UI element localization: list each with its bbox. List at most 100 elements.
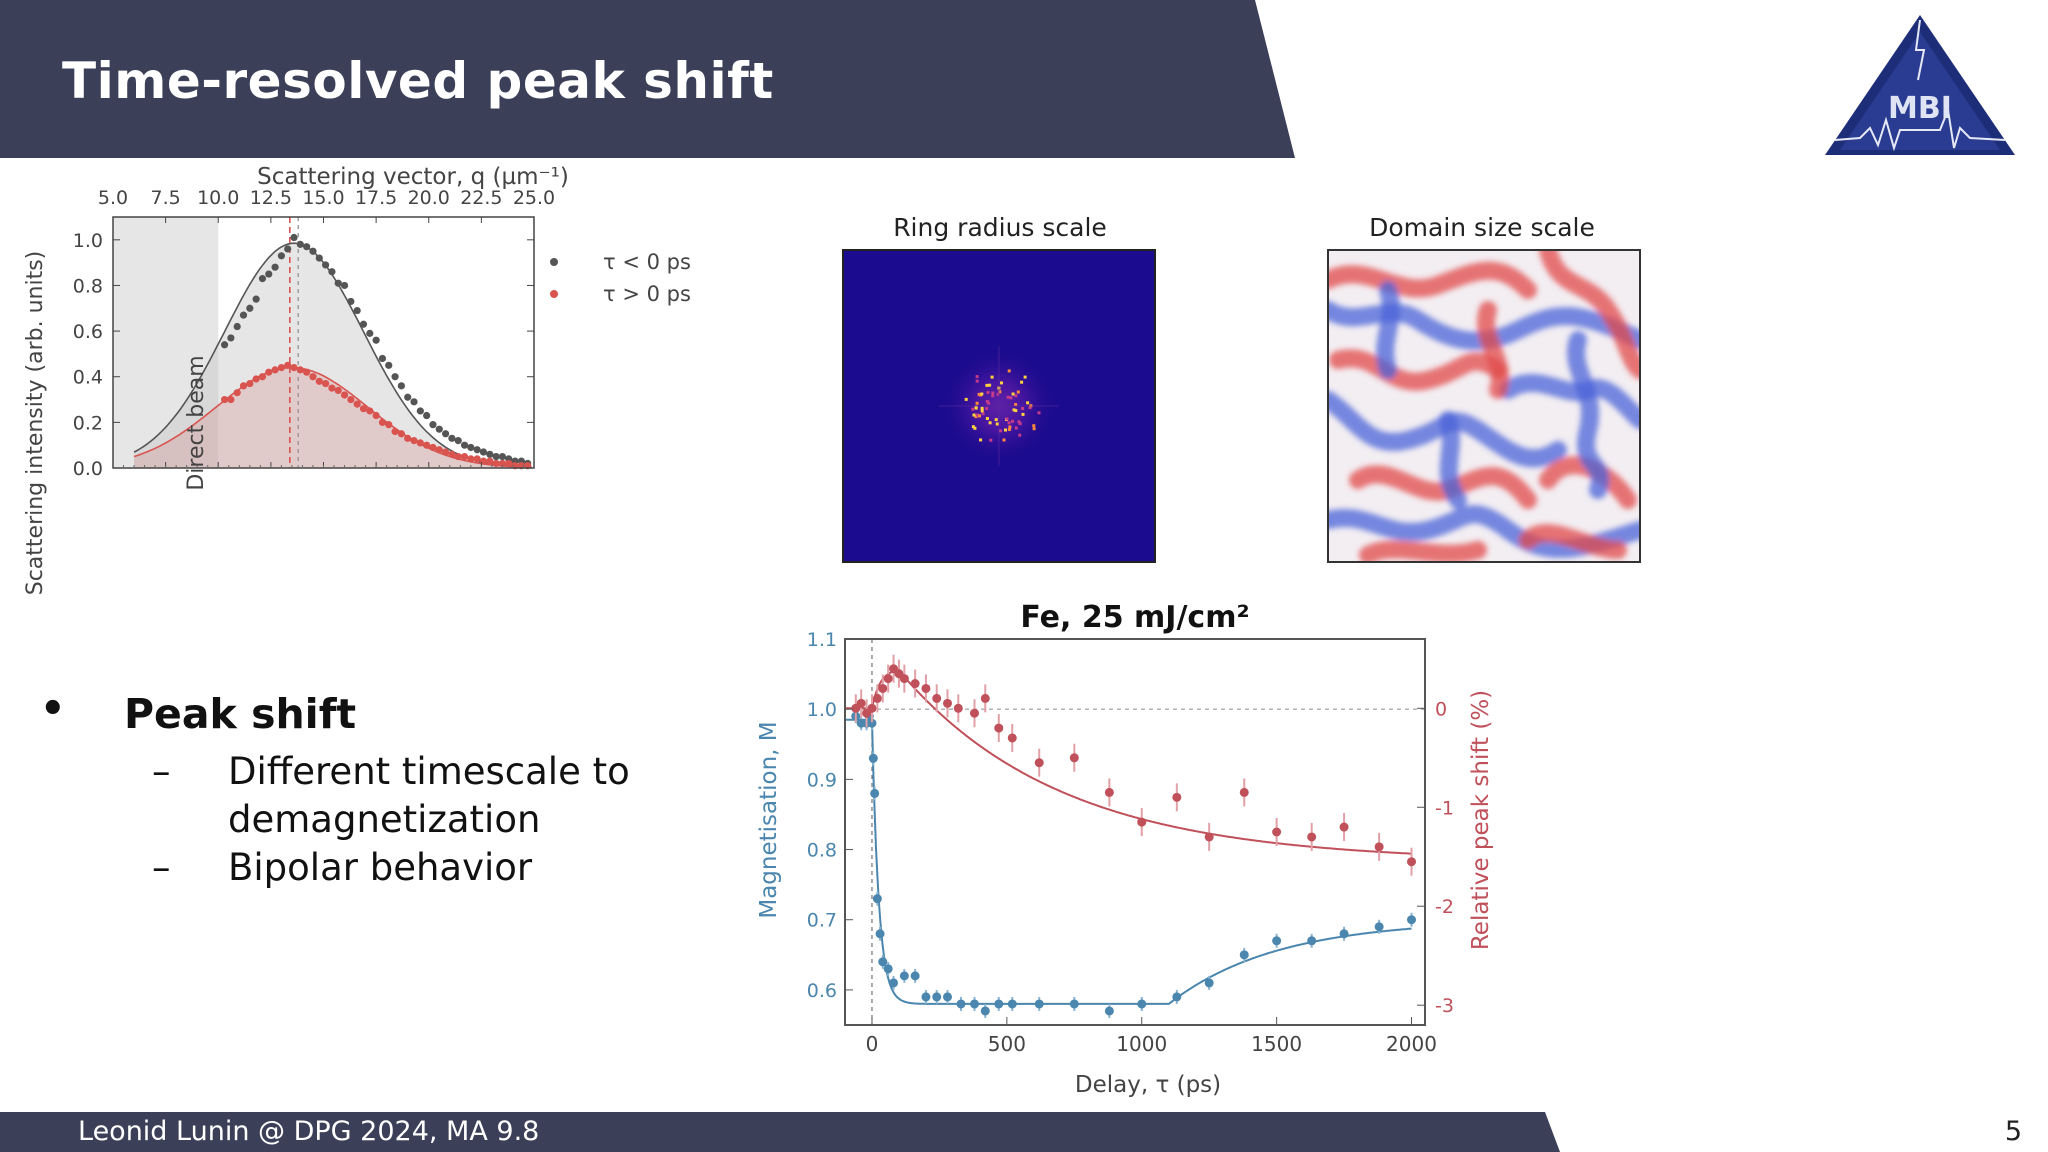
data-point-after [334,386,342,395]
magnetisation-point [867,718,877,728]
left-y-axis-label: Magnetisation, M [756,721,782,918]
data-point-before [473,446,481,454]
speckle [1020,380,1024,384]
data-point-before [423,411,431,420]
magnetisation-point [910,971,920,981]
peak-shift-point [1137,817,1147,827]
red-fit-area [134,367,532,468]
peak-shift-point [1069,753,1079,763]
data-point-before [303,243,311,251]
speckle [990,375,994,379]
data-point-before [460,441,469,449]
peak-shift-point [969,708,979,718]
domain-stripe [1439,411,1467,509]
data-point-before [315,254,323,262]
speckle [1006,395,1010,399]
speckle [1008,425,1012,429]
data-point-after [277,364,285,372]
data-point-after [492,459,500,468]
data-point-before [322,261,330,269]
footer-bar [0,1112,1570,1152]
speckle [1018,433,1022,437]
magnetisation-point [1172,992,1182,1002]
data-point-after [448,450,456,458]
x-tick-label: 20.0 [408,187,450,209]
domain-size-title: Domain size scale [1369,213,1595,242]
y-tick-label: 0.8 [807,840,837,862]
y-tick-label: 0.4 [73,367,103,389]
red-fit-curve [133,366,532,469]
data-point-before [359,320,368,328]
sub-bullet-1-text: Different timescale to [228,750,630,793]
magnetisation-point [943,992,953,1002]
data-point-before [284,245,292,253]
peak-shift-point [867,703,877,713]
domain-stripe [1519,524,1627,559]
data-point-before [296,240,304,248]
magnetisation-point [921,992,931,1002]
speckle [988,421,992,425]
peak-shift-point [1339,822,1349,832]
peak-shift-point [1034,758,1044,768]
peak-shift-point [921,683,931,693]
data-point-after [435,446,443,454]
domain-stripe [1329,349,1507,391]
y-axis-label: Scattering intensity (arb. units) [23,251,48,596]
speckle [1014,394,1018,398]
title-bar-shape [0,0,1295,158]
peak-shift-point [872,693,882,703]
y-tick-label: 0.2 [73,412,103,434]
data-point-before [435,425,443,433]
speckle [1023,375,1027,379]
speckle [988,383,992,387]
peak-shift-point [1307,832,1317,842]
data-point-after [473,455,481,463]
magnetisation-point [870,788,880,798]
speckle [981,412,985,416]
speckle [964,397,968,401]
data-point-before [454,437,462,445]
speckle [1014,409,1018,413]
data-point-after [233,389,241,397]
y-tick-label: 0.6 [73,321,103,343]
legend: τ < 0 ps τ > 0 ps [550,250,691,306]
speckle [1011,392,1015,396]
x-tick-label: 7.5 [151,187,181,209]
magnetisation-point [1034,999,1044,1009]
data-point-before [220,341,229,349]
data-point-before [353,306,361,315]
peak-shift-fit [845,669,1412,855]
speckle [975,413,979,417]
data-point-before [366,329,374,337]
peak-shift-point [856,698,866,708]
data-point-after [397,430,405,438]
speckle [985,383,989,387]
data-point-before [252,295,260,303]
data-point-after [467,455,475,463]
speckle [1014,426,1018,430]
y-tick-label: 0.9 [807,769,837,791]
x-tick-label: 17.5 [355,187,397,209]
data-point-after [296,366,304,374]
sub-bullet-2-text: Bipolar behavior [228,846,533,889]
x-tick-label: 1000 [1116,1032,1167,1056]
domain-size-panel: Domain size scale [1325,210,1655,570]
domain-stripe [1567,331,1609,499]
data-point-before [479,448,488,456]
peak-shift-point [1374,842,1384,852]
scattering-chart: 5.0 7.5 10.0 12.5 15.0 17.5 20.0 22.5 25.0 0.0 0.2… [10,155,730,625]
domain-stripe [1328,301,1640,350]
speckle [1000,381,1003,385]
data-point-after [246,379,254,388]
y-tick-label: 0.8 [73,275,103,297]
speckle [986,391,990,394]
footer-text: Leonid Lunin @ DPG 2024, MA 9.8 [78,1116,540,1147]
domain-stripe [1539,250,1640,379]
scattering-chart-svg: 5.0 7.5 10.0 12.5 15.0 17.5 20.0 22.5 25.0 0.0 0.2… [23,164,691,596]
data-point-after [220,395,229,404]
y-tick-label: 1.0 [73,230,103,252]
data-point-before [404,393,412,401]
y-right-tick-label: -1 [1435,797,1454,819]
y-right-tick-label: 0 [1435,698,1447,720]
speckle [971,425,975,429]
